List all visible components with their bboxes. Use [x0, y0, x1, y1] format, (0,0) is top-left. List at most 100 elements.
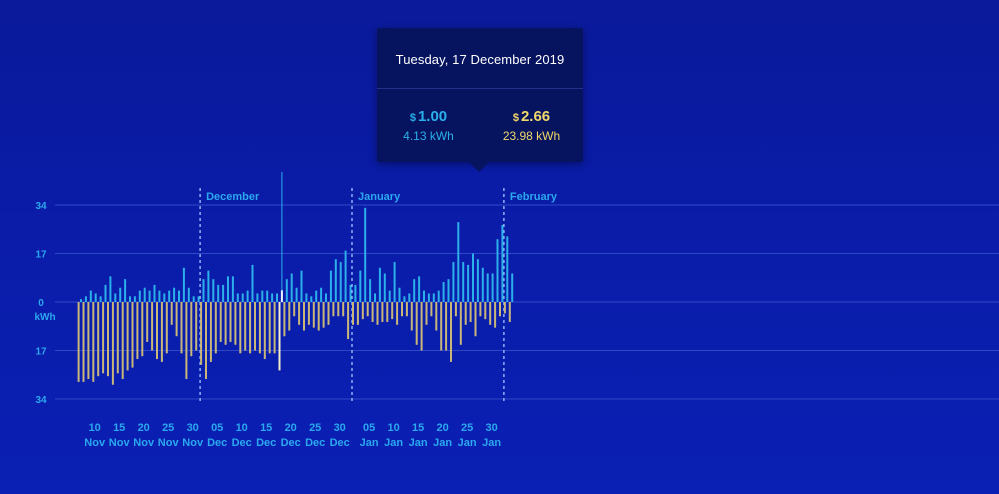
grid-bar[interactable]	[278, 302, 281, 371]
grid-bar[interactable]	[381, 302, 384, 322]
solar-bar[interactable]	[202, 279, 205, 302]
solar-bar[interactable]	[423, 290, 425, 302]
solar-bar[interactable]	[408, 293, 411, 302]
solar-bar[interactable]	[491, 273, 494, 302]
solar-bar[interactable]	[158, 290, 161, 302]
solar-bar[interactable]	[501, 224, 504, 302]
solar-bar[interactable]	[413, 279, 416, 302]
solar-bar[interactable]	[222, 284, 225, 302]
solar-bar[interactable]	[163, 293, 166, 302]
solar-bar[interactable]	[271, 293, 274, 302]
grid-bar[interactable]	[224, 302, 227, 345]
grid-bar[interactable]	[396, 302, 399, 325]
grid-bar[interactable]	[317, 302, 320, 331]
grid-bar[interactable]	[116, 302, 119, 374]
solar-bar[interactable]	[212, 279, 215, 302]
solar-bar[interactable]	[476, 259, 479, 302]
grid-bar[interactable]	[454, 302, 457, 317]
grid-bar[interactable]	[209, 302, 212, 362]
solar-bar[interactable]	[339, 262, 342, 302]
grid-bar[interactable]	[268, 302, 271, 354]
grid-bar[interactable]	[459, 302, 462, 345]
solar-bar[interactable]	[280, 290, 283, 302]
solar-bar[interactable]	[467, 264, 470, 302]
solar-bar[interactable]	[80, 299, 82, 302]
solar-bar[interactable]	[447, 279, 450, 302]
grid-bar[interactable]	[440, 302, 443, 351]
solar-bar[interactable]	[295, 287, 298, 302]
solar-bar[interactable]	[398, 287, 401, 302]
grid-bar[interactable]	[337, 302, 340, 317]
solar-bar[interactable]	[359, 270, 362, 302]
solar-bar[interactable]	[192, 296, 195, 302]
grid-bar[interactable]	[249, 302, 252, 354]
solar-bar[interactable]	[452, 262, 455, 302]
solar-bar[interactable]	[231, 276, 234, 302]
grid-bar[interactable]	[307, 302, 310, 325]
solar-bar[interactable]	[305, 293, 308, 302]
grid-bar[interactable]	[258, 302, 261, 354]
grid-bar[interactable]	[200, 302, 203, 365]
solar-bar[interactable]	[462, 262, 465, 302]
solar-bar[interactable]	[99, 296, 102, 302]
grid-bar[interactable]	[283, 302, 286, 337]
grid-bar[interactable]	[489, 302, 492, 325]
grid-bar[interactable]	[352, 302, 354, 325]
solar-bar[interactable]	[261, 290, 264, 302]
grid-bar[interactable]	[376, 302, 379, 325]
grid-bar[interactable]	[494, 302, 497, 328]
grid-bar[interactable]	[293, 302, 296, 317]
solar-bar[interactable]	[334, 259, 337, 302]
grid-bar[interactable]	[342, 302, 345, 317]
grid-bar[interactable]	[180, 302, 183, 354]
solar-bar[interactable]	[403, 296, 406, 302]
grid-bar[interactable]	[401, 302, 403, 317]
grid-bar[interactable]	[136, 302, 139, 360]
grid-bar[interactable]	[82, 302, 85, 382]
grid-bar[interactable]	[151, 302, 154, 351]
grid-bar[interactable]	[254, 302, 256, 351]
grid-bar[interactable]	[312, 302, 315, 328]
solar-bar[interactable]	[486, 273, 489, 302]
grid-bar[interactable]	[405, 302, 408, 317]
grid-bar[interactable]	[185, 302, 188, 380]
grid-bar[interactable]	[332, 302, 335, 317]
solar-bar[interactable]	[442, 282, 445, 302]
grid-bar[interactable]	[415, 302, 418, 345]
grid-bar[interactable]	[111, 302, 114, 385]
solar-bar[interactable]	[315, 290, 318, 302]
solar-bar[interactable]	[187, 287, 190, 302]
grid-bar[interactable]	[244, 302, 247, 351]
solar-bar[interactable]	[251, 264, 254, 302]
grid-bar[interactable]	[229, 302, 232, 342]
solar-bar[interactable]	[378, 267, 381, 302]
grid-bar[interactable]	[195, 302, 198, 351]
grid-bar[interactable]	[391, 302, 394, 320]
grid-bar[interactable]	[327, 302, 330, 325]
bar-series[interactable]	[77, 172, 514, 385]
solar-bar[interactable]	[119, 287, 122, 302]
grid-bar[interactable]	[410, 302, 413, 331]
grid-bar[interactable]	[190, 302, 193, 357]
solar-bar[interactable]	[276, 293, 278, 302]
grid-bar[interactable]	[141, 302, 144, 357]
solar-bar[interactable]	[148, 290, 151, 302]
solar-bar[interactable]	[138, 290, 141, 302]
grid-bar[interactable]	[499, 302, 501, 317]
solar-bar[interactable]	[217, 284, 220, 302]
grid-bar[interactable]	[234, 302, 237, 345]
solar-bar[interactable]	[256, 293, 259, 302]
grid-bar[interactable]	[474, 302, 477, 337]
solar-bar[interactable]	[354, 284, 357, 302]
solar-bar[interactable]	[329, 270, 332, 302]
grid-bar[interactable]	[322, 302, 325, 328]
solar-bar[interactable]	[393, 262, 396, 302]
solar-bar[interactable]	[310, 296, 313, 302]
solar-bar[interactable]	[511, 273, 514, 302]
solar-bar[interactable]	[496, 239, 499, 302]
solar-bar[interactable]	[84, 296, 87, 302]
grid-bar[interactable]	[298, 302, 301, 325]
solar-bar[interactable]	[246, 290, 249, 302]
solar-bar[interactable]	[437, 290, 440, 302]
grid-bar[interactable]	[445, 302, 448, 351]
